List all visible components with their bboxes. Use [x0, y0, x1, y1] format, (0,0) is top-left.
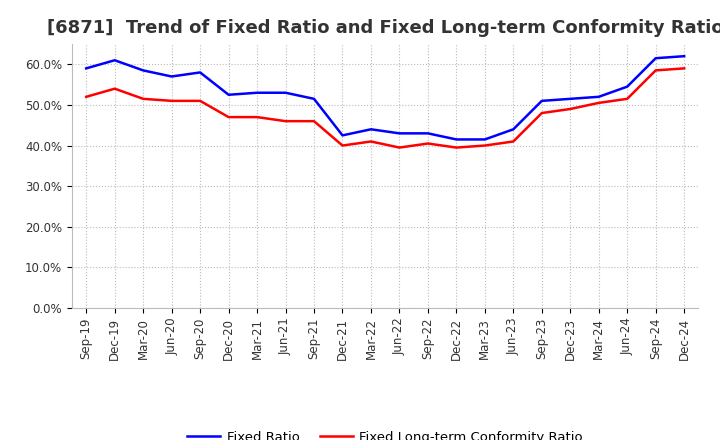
Fixed Ratio	[338, 133, 347, 138]
Fixed Long-term Conformity Ratio	[310, 118, 318, 124]
Fixed Ratio	[139, 68, 148, 73]
Fixed Long-term Conformity Ratio	[196, 98, 204, 103]
Fixed Ratio	[196, 70, 204, 75]
Fixed Long-term Conformity Ratio	[282, 118, 290, 124]
Fixed Long-term Conformity Ratio	[680, 66, 688, 71]
Fixed Ratio	[452, 137, 461, 142]
Fixed Long-term Conformity Ratio	[537, 110, 546, 116]
Fixed Ratio	[366, 127, 375, 132]
Fixed Ratio	[253, 90, 261, 95]
Fixed Long-term Conformity Ratio	[395, 145, 404, 150]
Fixed Long-term Conformity Ratio	[225, 114, 233, 120]
Fixed Long-term Conformity Ratio	[652, 68, 660, 73]
Fixed Ratio	[82, 66, 91, 71]
Fixed Long-term Conformity Ratio	[366, 139, 375, 144]
Fixed Ratio	[680, 54, 688, 59]
Fixed Ratio	[110, 58, 119, 63]
Fixed Long-term Conformity Ratio	[253, 114, 261, 120]
Line: Fixed Ratio: Fixed Ratio	[86, 56, 684, 139]
Fixed Ratio	[595, 94, 603, 99]
Fixed Ratio	[167, 74, 176, 79]
Fixed Long-term Conformity Ratio	[509, 139, 518, 144]
Fixed Ratio	[395, 131, 404, 136]
Fixed Ratio	[537, 98, 546, 103]
Line: Fixed Long-term Conformity Ratio: Fixed Long-term Conformity Ratio	[86, 68, 684, 147]
Fixed Ratio	[225, 92, 233, 97]
Fixed Ratio	[310, 96, 318, 102]
Title: [6871]  Trend of Fixed Ratio and Fixed Long-term Conformity Ratio: [6871] Trend of Fixed Ratio and Fixed Lo…	[47, 19, 720, 37]
Fixed Ratio	[623, 84, 631, 89]
Fixed Ratio	[282, 90, 290, 95]
Fixed Long-term Conformity Ratio	[82, 94, 91, 99]
Fixed Long-term Conformity Ratio	[167, 98, 176, 103]
Fixed Long-term Conformity Ratio	[595, 100, 603, 106]
Fixed Long-term Conformity Ratio	[623, 96, 631, 102]
Fixed Ratio	[509, 127, 518, 132]
Fixed Long-term Conformity Ratio	[480, 143, 489, 148]
Fixed Ratio	[480, 137, 489, 142]
Fixed Ratio	[423, 131, 432, 136]
Fixed Long-term Conformity Ratio	[452, 145, 461, 150]
Fixed Long-term Conformity Ratio	[566, 106, 575, 112]
Fixed Long-term Conformity Ratio	[338, 143, 347, 148]
Legend: Fixed Ratio, Fixed Long-term Conformity Ratio: Fixed Ratio, Fixed Long-term Conformity …	[182, 425, 588, 440]
Fixed Long-term Conformity Ratio	[110, 86, 119, 92]
Fixed Long-term Conformity Ratio	[139, 96, 148, 102]
Fixed Ratio	[652, 55, 660, 61]
Fixed Long-term Conformity Ratio	[423, 141, 432, 146]
Fixed Ratio	[566, 96, 575, 102]
